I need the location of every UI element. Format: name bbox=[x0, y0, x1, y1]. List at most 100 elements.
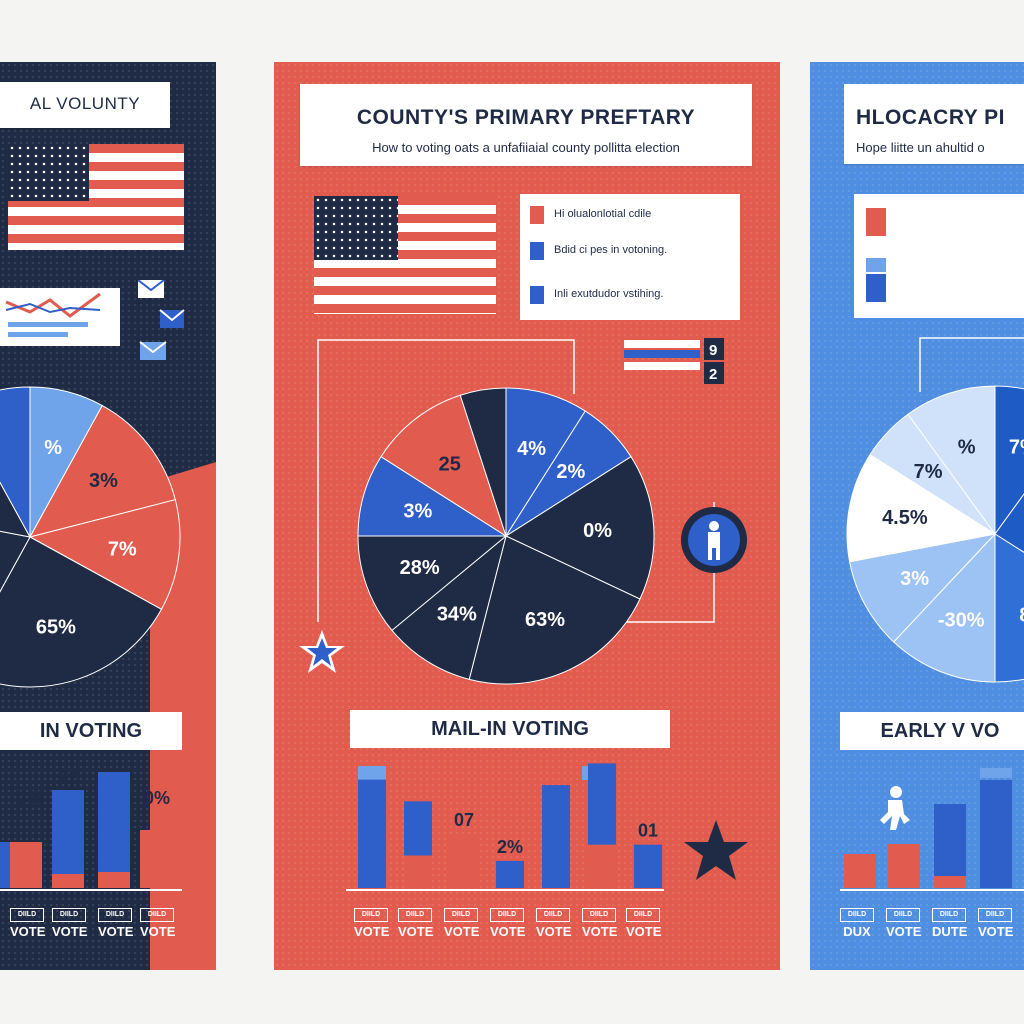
right-title: HLOCACRY PI bbox=[856, 106, 1006, 129]
pie-slice-label: -30% bbox=[938, 609, 985, 631]
pie-slice bbox=[907, 385, 996, 536]
pie-slice bbox=[459, 387, 507, 537]
pie-slice-label: 7% bbox=[108, 539, 137, 561]
bar bbox=[404, 855, 432, 888]
pie-slice-label: 63% bbox=[525, 609, 565, 631]
bar bbox=[98, 872, 130, 888]
us-flag-icon bbox=[314, 196, 496, 314]
bar bbox=[844, 854, 876, 888]
right-infographic-panel: HLOCACRY PI Hope liitte un ahultid o 7% 3… bbox=[810, 62, 1024, 970]
bar bbox=[0, 842, 10, 888]
pie-slice-label: 4.5% bbox=[882, 507, 928, 529]
pie-slice-label: 25 bbox=[439, 453, 461, 475]
right-subtitle: Hope liitte un ahultid o bbox=[856, 140, 985, 155]
pie-slice bbox=[994, 385, 1024, 536]
pie-slice bbox=[994, 533, 1024, 683]
bar-cap bbox=[980, 768, 1012, 778]
pie-slice bbox=[0, 386, 31, 538]
vote-tag: DIILD VOTE bbox=[140, 908, 175, 939]
bar bbox=[140, 830, 172, 888]
svg-text:2: 2 bbox=[709, 366, 717, 383]
center-bar-chart: 07 2% 01 bbox=[346, 763, 664, 891]
center-subtitle: How to voting oats a unfafiiaial county … bbox=[372, 140, 680, 155]
center-title: COUNTY'S PRIMARY PREFTARY bbox=[356, 106, 696, 129]
pie-slice-label: 2% bbox=[556, 461, 585, 483]
legend-swatch bbox=[866, 274, 886, 302]
left-title: AL VOLUNTY bbox=[29, 94, 141, 113]
pie-slice-label: % bbox=[958, 437, 976, 459]
pie-slice bbox=[892, 532, 996, 683]
bar-value-label: 22 bbox=[58, 768, 78, 788]
bar bbox=[934, 876, 966, 888]
bar bbox=[450, 833, 478, 888]
star-icon bbox=[684, 820, 748, 880]
vote-tag: DIILD VOTE bbox=[444, 908, 479, 939]
pie-slice-label: 65% bbox=[36, 616, 76, 638]
legend-item: Hi olualonlotial cdile bbox=[530, 204, 732, 226]
bar-value-label: 2% bbox=[497, 837, 523, 857]
pie-slice-label: 3% bbox=[403, 500, 432, 522]
connector-lines bbox=[919, 337, 1024, 392]
pie-slice-label: 4% bbox=[517, 438, 546, 460]
pie-slice bbox=[357, 535, 508, 632]
vote-tag: DIILD DUX bbox=[840, 908, 874, 939]
pie-slice bbox=[391, 534, 507, 680]
pie-slice-label: 34% bbox=[437, 603, 477, 625]
left-title-card: AL VOLUNTY bbox=[0, 82, 170, 128]
bar-value-label: 0% bbox=[144, 788, 170, 808]
bar-value-label: 01 bbox=[638, 821, 658, 841]
legend-swatch bbox=[530, 286, 544, 304]
vote-tag: DIILD VOTE bbox=[52, 908, 87, 939]
pie-slice bbox=[994, 493, 1024, 553]
bar bbox=[588, 844, 616, 888]
vote-tag: DIILD VOTE bbox=[582, 908, 617, 939]
bar bbox=[980, 780, 1012, 888]
bar bbox=[358, 779, 386, 888]
right-bar-chart bbox=[840, 768, 1024, 891]
left-bar-chart: 22 3% 0% bbox=[0, 768, 182, 891]
bar bbox=[52, 874, 84, 888]
bar bbox=[52, 790, 84, 874]
bar bbox=[10, 842, 42, 888]
pie-slice-label: 28% bbox=[400, 557, 440, 579]
pie-slice bbox=[28, 499, 181, 610]
bar-value-label: 07 bbox=[454, 810, 474, 830]
pie-slice bbox=[846, 454, 997, 563]
pie-slice bbox=[29, 404, 176, 538]
vote-tag: DIILD VOTE bbox=[398, 908, 433, 939]
vote-tag: DIILD DUTE bbox=[932, 908, 967, 939]
pie-slice bbox=[357, 456, 508, 537]
right-legend bbox=[854, 194, 1024, 318]
legend-swatch bbox=[530, 242, 544, 260]
pie-slice-label: 3% bbox=[89, 470, 118, 492]
person-icon bbox=[681, 507, 747, 573]
pie-slice-label: % bbox=[44, 437, 62, 459]
vote-tag: DIILD VOTE bbox=[626, 908, 661, 939]
vote-tag: DIILD VOTE bbox=[10, 908, 45, 939]
pie-slice bbox=[380, 394, 507, 538]
center-banner: MAIL-IN VOTING bbox=[350, 710, 670, 748]
us-flag-icon bbox=[8, 144, 184, 250]
bar bbox=[542, 785, 570, 888]
legend-item: Inli exutdudor vstihing. bbox=[530, 284, 732, 306]
pie-slice-label: 0% bbox=[583, 520, 612, 542]
star-icon bbox=[299, 630, 345, 673]
bar bbox=[588, 763, 616, 845]
pie-slice bbox=[0, 536, 163, 688]
pie-slice-label: 85% bbox=[1019, 604, 1024, 626]
center-infographic-panel: COUNTY'S PRIMARY PREFTARY How to voting … bbox=[274, 62, 780, 970]
center-legend: Hi olualonlotial cdile Bdid ci pes in vo… bbox=[520, 194, 740, 320]
pie-slice-label: 3% bbox=[900, 568, 929, 590]
mail-icon bbox=[138, 280, 185, 360]
center-title-card: COUNTY'S PRIMARY PREFTARY How to voting … bbox=[300, 84, 752, 166]
runner-icon bbox=[880, 786, 910, 830]
vote-tag: DIILD VOTE bbox=[536, 908, 571, 939]
bar bbox=[888, 844, 920, 888]
bar bbox=[634, 844, 662, 888]
bar bbox=[404, 801, 432, 856]
pie-slice bbox=[849, 533, 997, 643]
right-pie-chart: 7%35%85%-30%3%4.5%7%% bbox=[846, 385, 1024, 683]
bar-cap bbox=[358, 766, 386, 784]
pie-slice-label: 7% bbox=[1009, 437, 1024, 459]
vote-tag: DIILD VOTE bbox=[354, 908, 389, 939]
